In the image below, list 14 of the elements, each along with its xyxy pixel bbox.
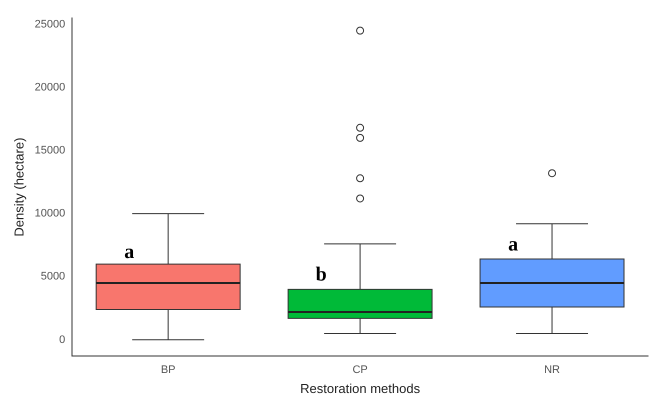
y-tick-label: 15000 (34, 144, 66, 157)
y-tick-label: 0 (59, 334, 66, 346)
y-tick-label: 10000 (34, 208, 66, 220)
x-axis-title: Restoration methods (300, 380, 421, 396)
y-tick-label: 25000 (34, 18, 66, 30)
y-tick-label: 20000 (34, 81, 66, 94)
x-tick-label: BP (160, 364, 176, 376)
annotation: b (316, 264, 327, 286)
y-tick-label: 5000 (40, 270, 66, 283)
annotation: a (124, 240, 134, 263)
annotation: a (508, 233, 518, 256)
y-axis-title: Density (hectare) (11, 138, 26, 237)
x-tick-label: NR (544, 364, 560, 376)
x-tick-label: CP (352, 364, 368, 376)
